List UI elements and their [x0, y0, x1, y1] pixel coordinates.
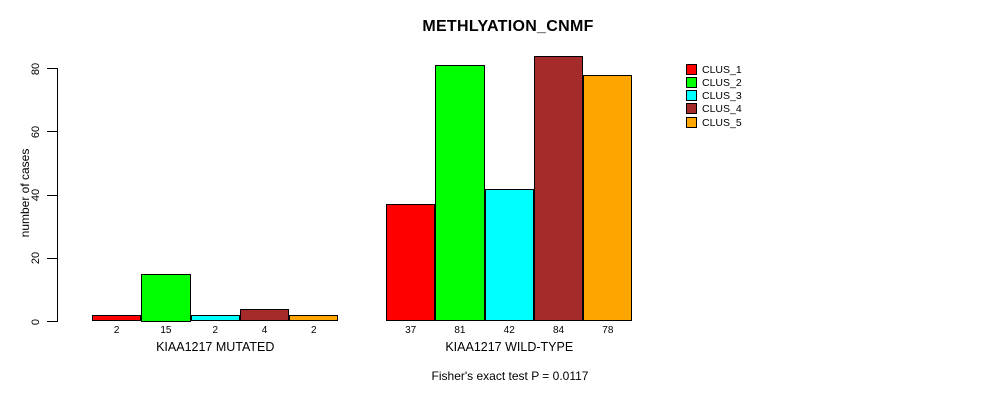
fisher-test-caption: Fisher's exact test P = 0.0117 — [431, 369, 589, 383]
legend-swatch-clus-5 — [686, 116, 697, 128]
legend-label-clus-2: CLUS_2 — [702, 76, 742, 89]
bar-value-label: 2 — [212, 325, 219, 336]
legend-swatch-clus-3 — [686, 90, 697, 102]
y-tick — [47, 194, 57, 196]
bar-value-label: 2 — [113, 325, 120, 336]
bar-clus-5-kiaa1217-wild-type — [583, 74, 633, 322]
legend-swatch-clus-4 — [686, 103, 697, 115]
bar-clus-2-kiaa1217-mutated — [141, 274, 191, 322]
y-tick — [47, 68, 57, 69]
bar-clus-3-kiaa1217-wild-type — [484, 188, 534, 322]
bar-clus-4-kiaa1217-mutated — [239, 308, 290, 322]
bar-value-label: 81 — [454, 325, 466, 336]
bar-value-label: 2 — [311, 325, 317, 336]
legend-label-clus-5: CLUS_5 — [702, 116, 742, 129]
y-axis-line — [57, 68, 58, 322]
bar-clus-2-kiaa1217-wild-type — [435, 65, 485, 322]
legend-label-clus-4: CLUS_4 — [702, 103, 742, 116]
category-label-kiaa1217-wild-type: KIAA1217 WILD-TYPE — [445, 340, 574, 354]
bar-clus-4-kiaa1217-wild-type — [533, 55, 584, 322]
bar-value-label: 42 — [503, 325, 515, 336]
bar-value-label: 37 — [405, 325, 417, 336]
bar-value-label: 4 — [261, 325, 268, 336]
legend-label-clus-1: CLUS_1 — [702, 63, 742, 76]
bar-value-label: 15 — [160, 325, 172, 336]
legend-swatch-clus-1 — [686, 63, 697, 75]
chart-title: METHLYATION_CNMF — [422, 18, 594, 35]
legend-label-clus-3: CLUS_3 — [702, 90, 742, 103]
y-tick — [47, 131, 57, 133]
bar-clus-1-kiaa1217-mutated — [92, 315, 142, 322]
bar-value-label: 78 — [602, 325, 614, 336]
y-tick — [47, 257, 57, 259]
bar-clus-5-kiaa1217-mutated — [289, 315, 339, 322]
category-label-kiaa1217-mutated: KIAA1217 MUTATED — [156, 340, 275, 354]
bar-value-label: 84 — [552, 325, 565, 336]
bar-clus-1-kiaa1217-wild-type — [386, 204, 436, 322]
y-tick — [47, 321, 57, 322]
bar-clus-3-kiaa1217-mutated — [190, 315, 240, 322]
legend-swatch-clus-2 — [686, 76, 697, 88]
